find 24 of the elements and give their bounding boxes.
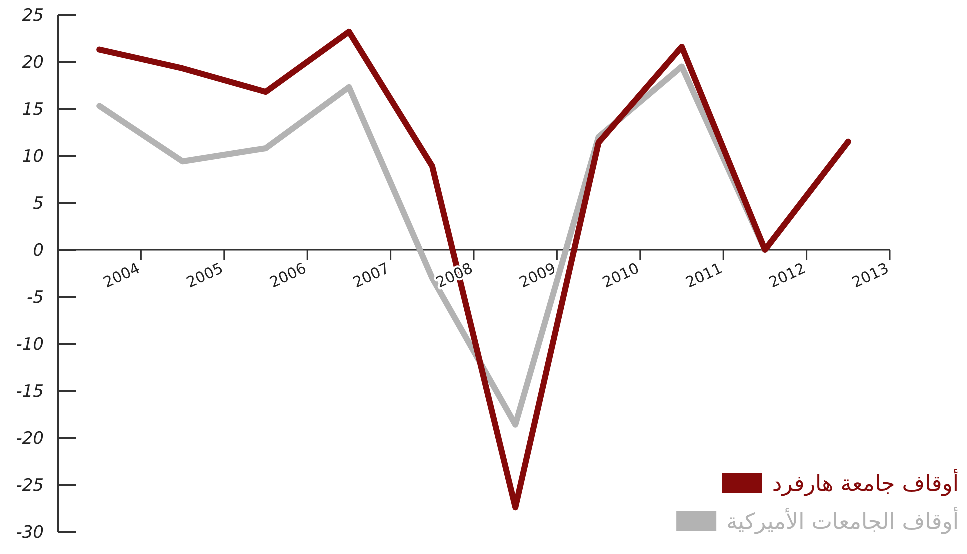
x-tick-label: 2011 (683, 259, 726, 292)
y-tick-label: -25 (16, 476, 44, 496)
x-tick-label: 2009 (516, 259, 559, 292)
x-tick-label: 2013 (849, 259, 892, 292)
y-tick-label: 25 (22, 6, 44, 26)
y-tick-label: 20 (22, 53, 44, 73)
y-tick-label: -15 (16, 382, 44, 402)
y-tick-label: -5 (27, 288, 44, 308)
y-tick-label: -30 (16, 523, 44, 543)
x-tick-label: 2006 (267, 259, 310, 292)
legend-label: أوقاف جامعة هارفرد (772, 469, 959, 497)
x-tick-label: 2005 (184, 259, 226, 292)
y-tick-label: 15 (22, 100, 44, 120)
y-tick-label: 10 (22, 147, 44, 167)
x-tick-label: 2008 (433, 259, 476, 292)
y-tick-label: -20 (16, 429, 44, 449)
y-tick-label: -10 (16, 335, 44, 355)
legend-label: أوقاف الجامعات الأميركية (726, 507, 959, 535)
x-tick-label: 2004 (100, 259, 143, 292)
y-tick-label: 5 (33, 194, 44, 214)
x-tick-label: 2007 (350, 259, 392, 292)
x-tick-label: 2012 (766, 259, 808, 292)
x-tick-label: 2010 (600, 259, 642, 292)
y-tick-label: 0 (33, 241, 44, 261)
